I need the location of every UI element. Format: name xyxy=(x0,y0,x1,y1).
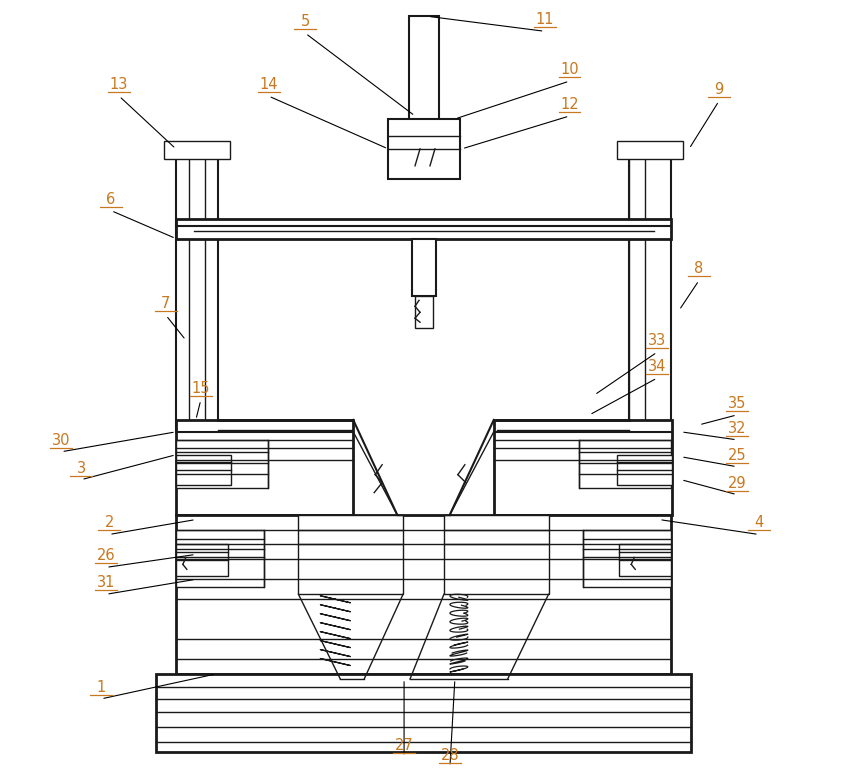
Bar xyxy=(494,420,673,515)
Text: 27: 27 xyxy=(395,738,413,753)
Bar xyxy=(176,149,218,430)
Bar xyxy=(584,530,671,587)
Text: 3: 3 xyxy=(77,461,86,476)
Text: 35: 35 xyxy=(728,396,746,411)
Bar xyxy=(415,296,433,328)
Bar xyxy=(176,455,230,484)
Bar xyxy=(617,141,683,159)
Bar xyxy=(176,420,353,515)
Text: 31: 31 xyxy=(97,576,115,590)
Text: 33: 33 xyxy=(648,333,667,348)
Bar xyxy=(617,455,673,484)
Bar xyxy=(298,515,403,594)
Text: 12: 12 xyxy=(560,97,579,112)
Bar xyxy=(409,16,439,121)
Bar xyxy=(619,544,671,576)
Bar xyxy=(156,674,691,752)
Text: 34: 34 xyxy=(648,359,667,374)
Text: 26: 26 xyxy=(97,548,115,563)
Bar xyxy=(176,544,228,576)
Text: 15: 15 xyxy=(191,381,210,396)
Text: 32: 32 xyxy=(728,421,746,436)
Bar xyxy=(629,149,645,430)
Text: 30: 30 xyxy=(52,433,70,448)
Text: 5: 5 xyxy=(301,14,310,30)
Bar xyxy=(176,218,671,239)
Text: 7: 7 xyxy=(161,296,170,311)
Text: 6: 6 xyxy=(107,192,116,207)
Bar xyxy=(444,515,549,594)
Bar xyxy=(629,149,671,430)
Bar xyxy=(176,440,268,488)
Text: 10: 10 xyxy=(560,62,579,77)
Text: 28: 28 xyxy=(440,748,459,763)
Text: 8: 8 xyxy=(695,261,704,276)
Bar xyxy=(579,440,671,488)
Text: 25: 25 xyxy=(728,448,746,463)
Text: 9: 9 xyxy=(714,82,723,97)
Text: 14: 14 xyxy=(259,77,278,92)
Bar xyxy=(189,149,205,430)
Text: 13: 13 xyxy=(110,77,128,92)
Text: 2: 2 xyxy=(104,516,113,530)
Text: 11: 11 xyxy=(535,12,554,27)
Bar xyxy=(412,239,436,296)
Text: 1: 1 xyxy=(97,680,106,695)
Bar xyxy=(176,530,263,587)
Text: 4: 4 xyxy=(754,516,763,530)
Text: 29: 29 xyxy=(728,476,746,491)
Bar xyxy=(176,515,671,674)
Bar xyxy=(388,119,460,179)
Bar xyxy=(164,141,230,159)
